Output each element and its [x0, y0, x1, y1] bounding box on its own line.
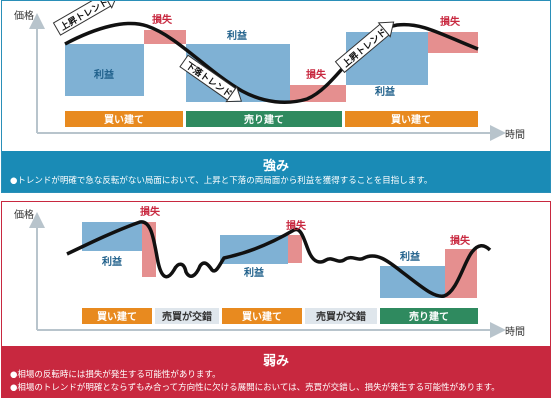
- profit-box-1: [65, 44, 144, 96]
- action-block-sell: [380, 308, 478, 324]
- price-curve: [64, 21, 479, 105]
- strength-banner: 強み ●トレンドが明確で急な反転がない局面において、上昇と下落の両局面から利益を…: [2, 151, 550, 192]
- profit-label-3: 利益: [375, 85, 395, 98]
- loss-box-1: [144, 30, 186, 44]
- strength-title: 強み: [262, 159, 289, 174]
- action-label-1: 買い建て: [97, 310, 137, 323]
- strength-diagram: 価格 時間 上昇トレンド 下落トレンド 上昇トレンド 利益 損失 利益: [14, 1, 525, 141]
- x-axis-label: 時間: [505, 129, 525, 141]
- action-label-3: 買い建て: [242, 310, 282, 323]
- action-block-buy-1: [82, 308, 152, 324]
- action-label-4: 売買が交錯: [316, 310, 366, 323]
- profit-label-2: 利益: [244, 266, 264, 279]
- action-label-5: 売り建て: [409, 310, 449, 323]
- action-label-2: 売り建て: [244, 113, 284, 126]
- strength-panel: 価格 時間 上昇トレンド 下落トレンド 上昇トレンド 利益 損失 利益: [1, 0, 551, 193]
- loss-label-1: 損失: [140, 205, 161, 218]
- profit-label-3: 利益: [400, 250, 420, 263]
- action-label-3: 買い建て: [391, 113, 431, 126]
- profit-label-1: 利益: [102, 255, 122, 268]
- loss-box-2: [288, 235, 302, 263]
- action-label-1: 買い建て: [104, 113, 144, 126]
- profit-box-1: [82, 222, 142, 251]
- loss-label-3: 損失: [450, 234, 471, 247]
- price-curve: [66, 220, 492, 298]
- action-label-2: 売買が交錯: [162, 310, 212, 323]
- weakness-description-1: ●相場の反転時には損失が発生する可能性があります。: [10, 370, 221, 380]
- action-block-buy-1: [65, 111, 183, 127]
- loss-label-1: 損失: [152, 13, 173, 26]
- weakness-description-2: ●相場のトレンドが明確とならずもみ合って方向性に欠ける展開においては、売買が交錯…: [10, 383, 500, 393]
- action-block-sell: [186, 111, 342, 127]
- loss-label-3: 損失: [440, 15, 461, 28]
- uptrend-arrow-1: 上昇トレンド: [52, 1, 119, 36]
- y-axis-label: 価格: [14, 9, 34, 22]
- weakness-diagram: 価格 時間 利益 損失 利益 損失 利益 損失 買い建て 売買が交錯 買い建て …: [14, 205, 525, 338]
- x-axis-label: 時間: [505, 326, 525, 338]
- profit-label-1: 利益: [94, 68, 114, 81]
- loss-label-2: 損失: [286, 219, 307, 232]
- action-block-mixed-1: [155, 308, 219, 324]
- strength-description: ●トレンドが明確で急な反転がない局面において、上昇と下落の両局面から利益を獲得す…: [10, 176, 433, 186]
- weakness-title: 弱み: [262, 354, 289, 369]
- action-block-mixed-2: [305, 308, 377, 324]
- action-block-buy-2: [345, 111, 478, 127]
- weakness-panel: 価格 時間 利益 損失 利益 損失 利益 損失 買い建て 売買が交錯 買い建て …: [1, 201, 551, 398]
- loss-label-2: 損失: [306, 68, 327, 81]
- y-axis-label: 価格: [14, 208, 34, 221]
- weakness-banner: 弱み ●相場の反転時には損失が発生する可能性があります。 ●相場のトレンドが明確…: [2, 346, 550, 397]
- action-block-buy-2: [222, 308, 302, 324]
- profit-label-2: 利益: [227, 29, 247, 42]
- loss-box-3: [428, 32, 478, 53]
